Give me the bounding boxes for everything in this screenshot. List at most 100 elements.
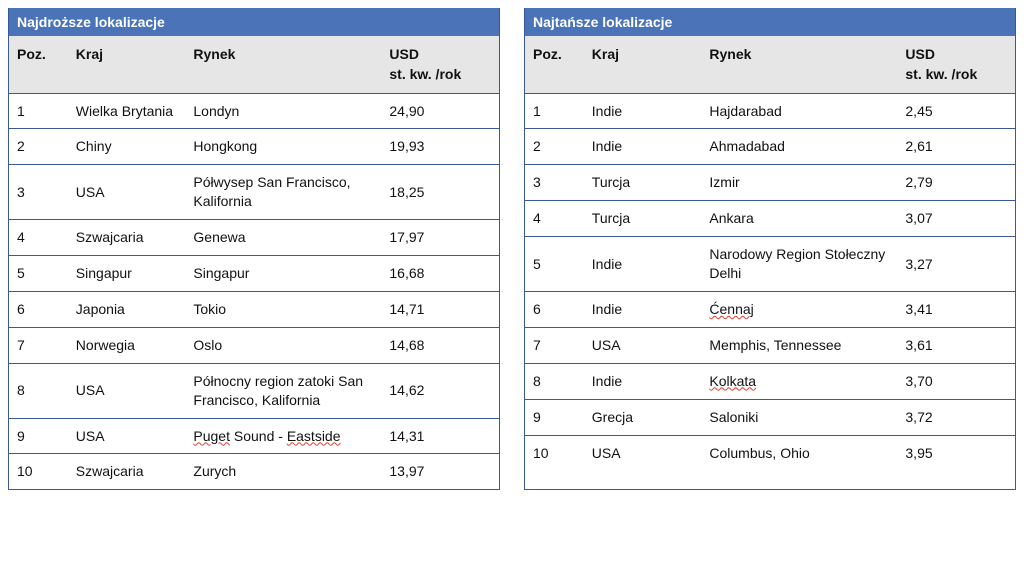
- col-rynek: Rynek: [185, 36, 381, 93]
- cell-poz: 3: [525, 165, 584, 201]
- cell-poz: 10: [525, 435, 584, 470]
- expensive-table-inner: Najdroższe lokalizacje Poz. Kraj Rynek U…: [9, 8, 499, 489]
- table-row: 2ChinyHongkong19,93: [9, 129, 499, 165]
- table-row: 9GrecjaSaloniki3,72: [525, 399, 1015, 435]
- cell-kraj: USA: [68, 165, 186, 220]
- table-row: 10SzwajcariaZurych13,97: [9, 454, 499, 489]
- cell-rynek: Ankara: [701, 201, 897, 237]
- cell-poz: 2: [525, 129, 584, 165]
- cell-poz: 7: [9, 327, 68, 363]
- cell-kraj: Indie: [584, 129, 702, 165]
- cell-usd: 14,71: [381, 291, 499, 327]
- cell-kraj: Turcja: [584, 165, 702, 201]
- cell-kraj: Wielka Brytania: [68, 93, 186, 129]
- cell-poz: 5: [9, 256, 68, 292]
- cell-poz: 10: [9, 454, 68, 489]
- cell-kraj: Grecja: [584, 399, 702, 435]
- cell-rynek: Saloniki: [701, 399, 897, 435]
- table-row: 1Wielka BrytaniaLondyn24,90: [9, 93, 499, 129]
- table-row: 1IndieHajdarabad2,45: [525, 93, 1015, 129]
- cell-rynek: Narodowy Region Stołeczny Delhi: [701, 237, 897, 292]
- cell-kraj: Indie: [584, 363, 702, 399]
- table-row: 6JaponiaTokio14,71: [9, 291, 499, 327]
- expensive-table: Najdroższe lokalizacje Poz. Kraj Rynek U…: [8, 8, 500, 490]
- cell-kraj: Japonia: [68, 291, 186, 327]
- table-row: 3TurcjaIzmir2,79: [525, 165, 1015, 201]
- cheap-table-inner: Najtańsze lokalizacje Poz. Kraj Rynek US…: [525, 8, 1015, 470]
- table-row: 4SzwajcariaGenewa17,97: [9, 220, 499, 256]
- col-kraj: Kraj: [584, 36, 702, 93]
- cell-poz: 8: [9, 363, 68, 418]
- cell-kraj: USA: [68, 418, 186, 454]
- cell-kraj: Indie: [584, 237, 702, 292]
- cell-poz: 4: [525, 201, 584, 237]
- cell-poz: 1: [525, 93, 584, 129]
- cell-usd: 3,07: [897, 201, 1015, 237]
- cell-usd: 3,72: [897, 399, 1015, 435]
- cell-usd: 14,62: [381, 363, 499, 418]
- col-poz: Poz.: [9, 36, 68, 93]
- cell-usd: 14,68: [381, 327, 499, 363]
- cell-kraj: USA: [68, 363, 186, 418]
- cell-poz: 7: [525, 327, 584, 363]
- cell-rynek: Puget Sound - Eastside: [185, 418, 381, 454]
- cheap-title: Najtańsze lokalizacje: [525, 8, 1015, 36]
- cell-rynek: Północny region zatoki San Francisco, Ka…: [185, 363, 381, 418]
- cell-usd: 24,90: [381, 93, 499, 129]
- cell-usd: 3,27: [897, 237, 1015, 292]
- cell-kraj: USA: [584, 435, 702, 470]
- cell-poz: 9: [9, 418, 68, 454]
- cell-usd: 3,70: [897, 363, 1015, 399]
- cell-poz: 8: [525, 363, 584, 399]
- cell-rynek: Genewa: [185, 220, 381, 256]
- cell-usd: 13,97: [381, 454, 499, 489]
- cell-rynek: Oslo: [185, 327, 381, 363]
- table-row: 7USAMemphis, Tennessee3,61: [525, 327, 1015, 363]
- expensive-body: 1Wielka BrytaniaLondyn24,902ChinyHongkon…: [9, 93, 499, 489]
- table-row: 5IndieNarodowy Region Stołeczny Delhi3,2…: [525, 237, 1015, 292]
- cell-kraj: Turcja: [584, 201, 702, 237]
- cell-rynek: Columbus, Ohio: [701, 435, 897, 470]
- cell-rynek: Zurych: [185, 454, 381, 489]
- cell-usd: 17,97: [381, 220, 499, 256]
- cell-usd: 19,93: [381, 129, 499, 165]
- table-row: 3USAPółwysep San Francisco, Kalifornia18…: [9, 165, 499, 220]
- cell-usd: 2,79: [897, 165, 1015, 201]
- col-usd: USDst. kw. /rok: [897, 36, 1015, 93]
- cell-usd: 2,45: [897, 93, 1015, 129]
- cell-poz: 9: [525, 399, 584, 435]
- cell-kraj: Szwajcaria: [68, 454, 186, 489]
- expensive-title: Najdroższe lokalizacje: [9, 8, 499, 36]
- cell-poz: 4: [9, 220, 68, 256]
- cell-kraj: Indie: [584, 291, 702, 327]
- col-usd: USDst. kw. /rok: [381, 36, 499, 93]
- cell-kraj: Chiny: [68, 129, 186, 165]
- cell-usd: 18,25: [381, 165, 499, 220]
- table-row: 4TurcjaAnkara3,07: [525, 201, 1015, 237]
- table-row: 6IndieĆennaj3,41: [525, 291, 1015, 327]
- cell-rynek: Kolkata: [701, 363, 897, 399]
- cell-usd: 16,68: [381, 256, 499, 292]
- cell-rynek: Półwysep San Francisco, Kalifornia: [185, 165, 381, 220]
- table-row: 7NorwegiaOslo14,68: [9, 327, 499, 363]
- cell-usd: 3,61: [897, 327, 1015, 363]
- cell-usd: 2,61: [897, 129, 1015, 165]
- cell-rynek: Londyn: [185, 93, 381, 129]
- table-row: 2IndieAhmadabad2,61: [525, 129, 1015, 165]
- cell-poz: 5: [525, 237, 584, 292]
- cell-rynek: Memphis, Tennessee: [701, 327, 897, 363]
- cell-rynek: Singapur: [185, 256, 381, 292]
- cell-rynek: Ćennaj: [701, 291, 897, 327]
- cheap-body: 1IndieHajdarabad2,452IndieAhmadabad2,613…: [525, 93, 1015, 470]
- cheap-table: Najtańsze lokalizacje Poz. Kraj Rynek US…: [524, 8, 1016, 490]
- cell-rynek: Tokio: [185, 291, 381, 327]
- cell-usd: 3,41: [897, 291, 1015, 327]
- cell-poz: 6: [525, 291, 584, 327]
- cell-rynek: Izmir: [701, 165, 897, 201]
- col-poz: Poz.: [525, 36, 584, 93]
- cell-kraj: Indie: [584, 93, 702, 129]
- table-row: 8USAPółnocny region zatoki San Francisco…: [9, 363, 499, 418]
- cell-rynek: Hajdarabad: [701, 93, 897, 129]
- table-row: 8IndieKolkata3,70: [525, 363, 1015, 399]
- cell-kraj: Szwajcaria: [68, 220, 186, 256]
